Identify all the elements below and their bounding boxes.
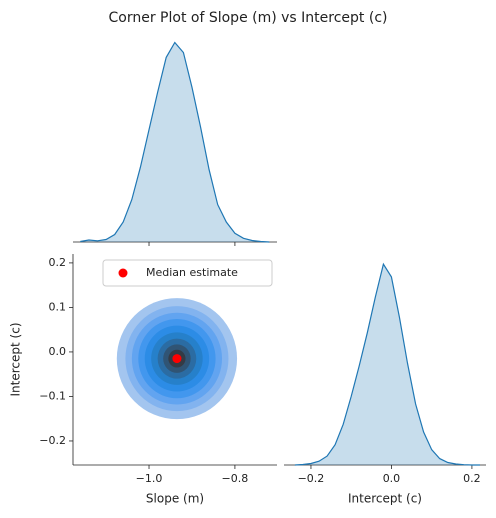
- x-axis-label: Intercept (c): [348, 492, 422, 506]
- x-axis-label: Slope (m): [146, 492, 204, 506]
- kde-area: [80, 42, 270, 242]
- x-tick-label: 0.0: [383, 472, 401, 485]
- median-marker: [172, 354, 182, 364]
- legend-label: Median estimate: [146, 266, 238, 279]
- kde-line: [294, 262, 480, 466]
- kde-area: [294, 264, 480, 465]
- y-tick-label: 0.0: [49, 345, 67, 358]
- y-axis-label: Intercept (c): [9, 323, 23, 397]
- chart-title: Corner Plot of Slope (m) vs Intercept (c…: [109, 10, 388, 26]
- kde-line: [80, 41, 270, 243]
- legend: Median estimate: [102, 259, 273, 287]
- x-tick-label: −0.8: [222, 472, 249, 485]
- x-tick-label: −0.2: [298, 472, 325, 485]
- x-tick-label: 0.2: [463, 472, 481, 485]
- y-tick-label: −0.1: [39, 389, 66, 402]
- x-tick-label: −1.0: [136, 472, 163, 485]
- y-tick-label: 0.2: [49, 256, 67, 269]
- legend-marker: [118, 268, 128, 278]
- y-tick-label: 0.1: [49, 300, 67, 313]
- y-tick-label: −0.2: [39, 434, 66, 447]
- legend-box: [102, 259, 273, 287]
